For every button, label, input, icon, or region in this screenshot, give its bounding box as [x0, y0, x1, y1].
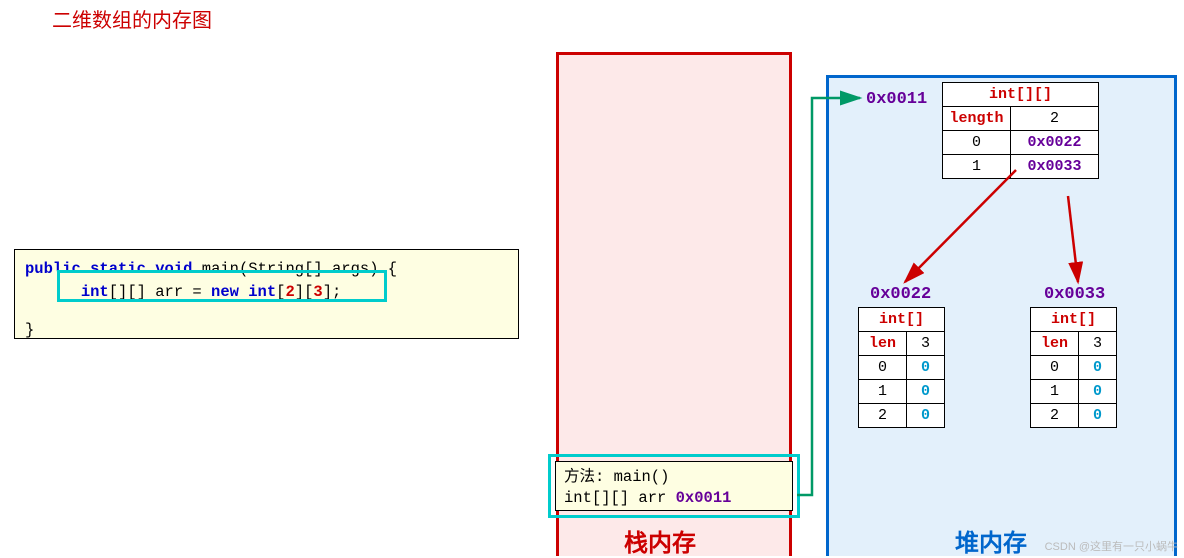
main-length-label: length — [943, 107, 1011, 131]
code-close: } — [25, 319, 508, 342]
watermark: CSDN @这里有一只小蜗牛 — [1045, 538, 1178, 554]
stack-frame-highlight: 方法: main() int[][] arr 0x0011 — [548, 454, 800, 518]
heap-table-sub1: int[] len3 00 10 20 — [858, 307, 945, 428]
heap-label: 堆内存 — [955, 523, 1027, 558]
sub2-idx0: 0 — [1031, 356, 1079, 380]
sub1-idx0: 0 — [859, 356, 907, 380]
code-highlight — [57, 270, 387, 302]
main-val0: 0x0022 — [1011, 131, 1099, 155]
frame-method: 方法: main() — [564, 467, 784, 488]
sub1-val1: 0 — [907, 380, 945, 404]
main-val1: 0x0033 — [1011, 155, 1099, 179]
sub2-val2: 0 — [1079, 404, 1117, 428]
sub2-idx2: 2 — [1031, 404, 1079, 428]
heap-addr-0x0033: 0x0033 — [1044, 285, 1105, 304]
sub2-val0: 0 — [1079, 356, 1117, 380]
sub1-type: int[] — [859, 308, 945, 332]
main-idx0: 0 — [943, 131, 1011, 155]
main-length-val: 2 — [1011, 107, 1099, 131]
main-idx1: 1 — [943, 155, 1011, 179]
sub2-len-val: 3 — [1079, 332, 1117, 356]
diagram-title: 二维数组的内存图 — [52, 4, 212, 33]
frame-addr: 0x0011 — [676, 489, 732, 507]
sub2-len-label: len — [1031, 332, 1079, 356]
heap-addr-0x0011: 0x0011 — [866, 90, 927, 109]
stack-label: 栈内存 — [624, 523, 696, 558]
heap-addr-0x0022: 0x0022 — [870, 285, 931, 304]
sub1-idx2: 2 — [859, 404, 907, 428]
heap-table-main: int[][] length2 00x0022 10x0033 — [942, 82, 1099, 179]
sub2-val1: 0 — [1079, 380, 1117, 404]
main-type-cell: int[][] — [943, 83, 1099, 107]
sub1-len-val: 3 — [907, 332, 945, 356]
sub1-idx1: 1 — [859, 380, 907, 404]
heap-table-sub2: int[] len3 00 10 20 — [1030, 307, 1117, 428]
sub1-val0: 0 — [907, 356, 945, 380]
code-snippet: public static void main(String[] args) {… — [14, 249, 519, 339]
sub2-idx1: 1 — [1031, 380, 1079, 404]
sub1-len-label: len — [859, 332, 907, 356]
stack-frame: 方法: main() int[][] arr 0x0011 — [555, 461, 793, 511]
frame-var: int[][] arr — [564, 489, 676, 507]
sub2-type: int[] — [1031, 308, 1117, 332]
sub1-val2: 0 — [907, 404, 945, 428]
